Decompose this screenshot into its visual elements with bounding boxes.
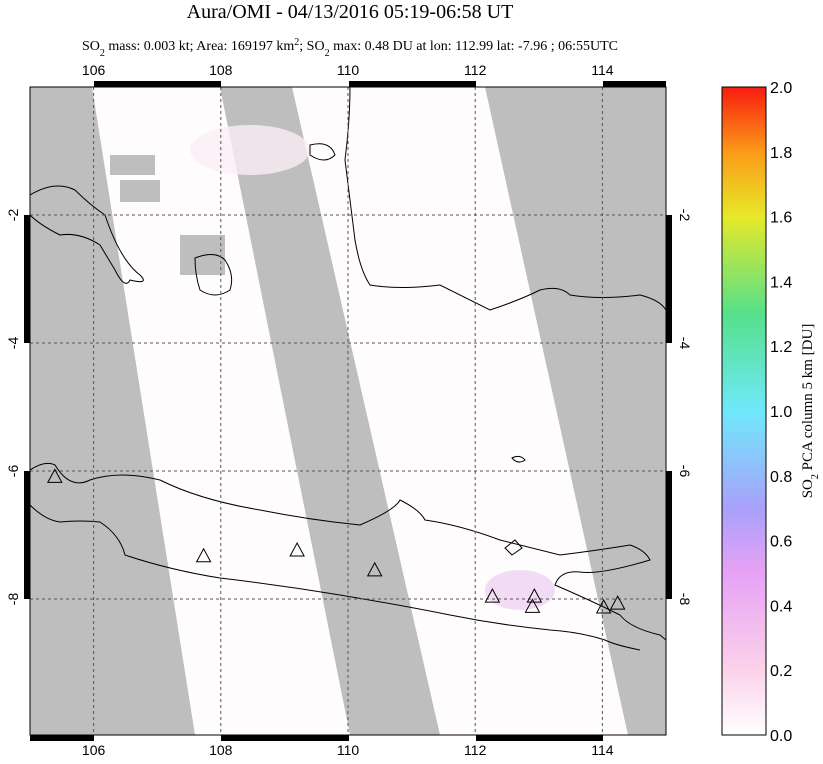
volcano-marker [524, 598, 541, 613]
volcano-marker [46, 468, 63, 483]
text-part: 2 [294, 37, 299, 48]
text-part: mass: 0.003 kt; Area: 169197 km [105, 39, 294, 54]
colorbar-label: SO2 PCA column 5 km [DU] [800, 324, 821, 499]
title: Aura/OMI - 04/13/2016 05:19-06:58 UT [187, 1, 514, 23]
y-tick-label: -2 [5, 209, 21, 222]
y-tick-label: -2 [677, 209, 693, 222]
x-tick-label: 106 [82, 742, 106, 758]
volcano-marker [366, 561, 383, 577]
colorbar-tick-label: 2.0 [770, 80, 792, 97]
colorbar-tick-label: 1.6 [770, 210, 792, 227]
colorbar-tick-label: 0.6 [770, 534, 792, 551]
x-tick-label: 106 [82, 62, 106, 78]
volcano-marker [595, 598, 612, 614]
y-tick-label: -8 [5, 593, 21, 606]
volcano-marker [289, 541, 305, 557]
y-tick-label: -6 [677, 465, 693, 478]
volcano-marker [195, 547, 212, 563]
x-tick-label: 110 [337, 742, 360, 758]
y-tick-label: -4 [677, 337, 693, 350]
text-part: SO [82, 39, 100, 54]
text-part: 2 [810, 474, 821, 479]
text-part: 2 [325, 48, 330, 59]
colorbar [721, 86, 767, 736]
x-tick-label: 112 [464, 62, 487, 78]
x-tick-label: 114 [591, 62, 614, 78]
colorbar-tick-label: 0.0 [770, 728, 792, 745]
text-part: 2 [100, 48, 105, 59]
volcano-marker [609, 595, 626, 610]
x-tick-label: 108 [209, 62, 233, 78]
colorbar-tick-label: 1.0 [770, 404, 792, 421]
colorbar-tick-label: 0.4 [770, 598, 792, 615]
map-area [30, 87, 666, 735]
colorbar-tick-label: 1.2 [770, 339, 792, 356]
y-tick-label: -8 [677, 593, 693, 606]
text-part: PCA column 5 km [DU] [800, 324, 816, 474]
text-part: ; SO [299, 39, 324, 54]
y-tick-label: -4 [5, 337, 21, 350]
colorbar-tick-label: 1.4 [770, 274, 792, 291]
x-tick-label: 114 [591, 742, 614, 758]
y-tick-label: -6 [5, 465, 21, 478]
volcano-marker [484, 588, 501, 603]
x-tick-label: 108 [209, 742, 233, 758]
x-tick-label: 112 [464, 742, 487, 758]
subtitle: SO2 mass: 0.003 kt; Area: 169197 km2; SO… [82, 37, 618, 59]
text-part: max: 0.48 DU at lon: 112.99 lat: -7.96 ;… [330, 39, 618, 54]
colorbar-tick-label: 0.2 [770, 663, 792, 680]
colorbar-tick-label: 0.8 [770, 469, 792, 486]
x-tick-label: 110 [337, 62, 360, 78]
text-part: SO [800, 479, 816, 498]
colorbar-tick-label: 1.8 [770, 145, 792, 162]
